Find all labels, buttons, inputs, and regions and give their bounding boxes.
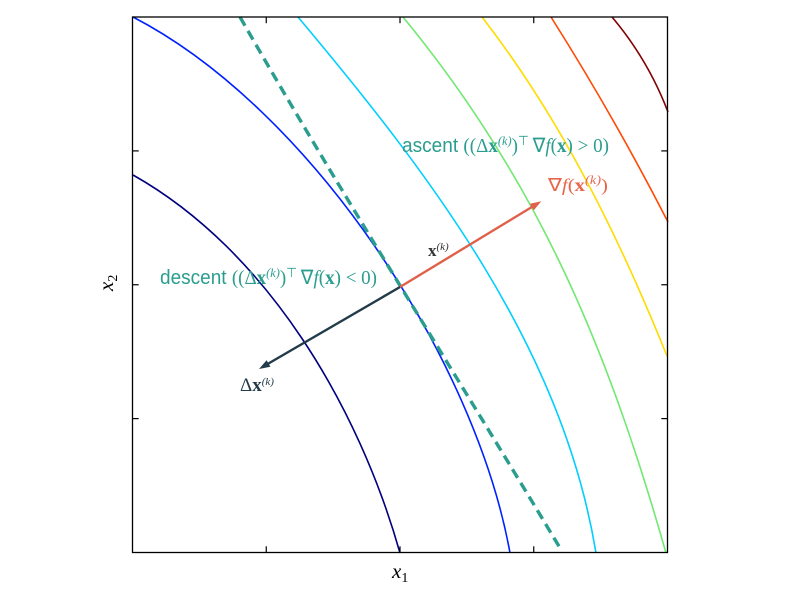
svg-text:x1: x1 (391, 559, 408, 586)
svg-text:ascent ((Δx(k))⊤ ∇f(x) > 0): ascent ((Δx(k))⊤ ∇f(x) > 0) (402, 133, 609, 157)
svg-text:descent ((Δx(k))⊤ ∇f(x) < 0): descent ((Δx(k))⊤ ∇f(x) < 0) (160, 265, 377, 289)
svg-text:x2: x2 (94, 275, 121, 292)
svg-text:∇f(x(k)): ∇ f(x(k)) (547, 173, 608, 196)
svg-text:x(k): x(k) (428, 241, 449, 260)
svg-text:Δx(k): Δx(k) (240, 375, 274, 396)
